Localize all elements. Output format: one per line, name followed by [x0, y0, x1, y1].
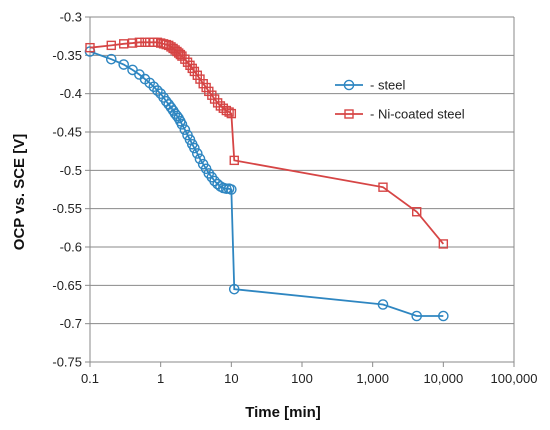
- data-point: [189, 142, 200, 154]
- y-tick-label: -0.7: [60, 316, 82, 331]
- y-tick-label: -0.3: [60, 10, 82, 25]
- y-tick-labels: -0.3 -0.35 -0.4 -0.45 -0.5 -0.55 -0.6 -0.65 -0.7…: [52, 10, 90, 370]
- data-point: [179, 124, 191, 135]
- data-point: [180, 54, 190, 64]
- series-steel: [84, 46, 449, 322]
- legend-marker: [343, 79, 355, 91]
- data-point: [438, 310, 449, 322]
- data-point: [134, 37, 145, 47]
- x-tick-label: 10: [224, 371, 238, 386]
- legend-item: - Ni-coated steel: [335, 107, 465, 122]
- data-point: [118, 59, 130, 70]
- x-tick-label: 100,000: [491, 371, 538, 386]
- data-point: [152, 37, 163, 47]
- data-point: [177, 51, 187, 61]
- data-point: [209, 175, 220, 187]
- data-point: [377, 299, 389, 310]
- data-point: [174, 48, 184, 58]
- data-point: [212, 98, 223, 108]
- data-point: [167, 105, 179, 116]
- x-tick-labels: 0.1 1 10 100 1,000 10,000 100,000: [81, 362, 538, 386]
- series-ni-coated-steel: [85, 37, 449, 249]
- x-tick-label: 100: [291, 371, 313, 386]
- data-point: [171, 110, 183, 122]
- data-point: [140, 37, 150, 47]
- data-point: [152, 85, 163, 96]
- data-point: [192, 148, 203, 159]
- y-tick-label: -0.4: [60, 86, 82, 101]
- x-axis-title: Time [min]: [245, 404, 321, 421]
- data-point: [224, 107, 234, 117]
- data-point: [85, 42, 95, 53]
- data-point: [226, 184, 237, 195]
- y-tick-label: -0.75: [52, 355, 82, 370]
- y-tick-label: -0.65: [52, 278, 82, 293]
- y-tick-label: -0.35: [52, 48, 82, 63]
- y-tick-label: -0.6: [60, 240, 82, 255]
- x-tick-label: 10,000: [423, 371, 463, 386]
- legend-marker: [344, 109, 354, 119]
- data-point: [182, 57, 193, 67]
- data-point: [221, 183, 232, 195]
- data-point: [176, 119, 188, 130]
- data-point: [127, 38, 138, 48]
- data-point: [412, 207, 422, 217]
- data-point: [438, 239, 449, 249]
- legend: - steel - Ni-coated steel: [335, 78, 465, 122]
- data-point: [378, 182, 388, 192]
- legend-label: - steel: [370, 78, 406, 93]
- data-point: [105, 53, 117, 65]
- data-point: [221, 105, 232, 116]
- legend-label: - Ni-coated steel: [370, 107, 465, 122]
- data-point: [229, 155, 239, 166]
- x-tick-label: 0.1: [81, 371, 99, 386]
- y-tick-label: -0.55: [52, 201, 82, 216]
- data-point: [226, 108, 237, 119]
- y-axis-title: OCP vs. SCE [V]: [11, 134, 28, 250]
- y-tick-label: -0.45: [52, 125, 82, 140]
- series-layer: [84, 37, 449, 322]
- data-point: [228, 283, 240, 295]
- x-tick-label: 1: [157, 371, 164, 386]
- data-point: [411, 310, 423, 322]
- data-point: [194, 153, 206, 165]
- legend-item: - steel: [335, 78, 406, 93]
- y-tick-label: -0.5: [60, 163, 82, 178]
- data-point: [106, 40, 116, 51]
- data-point: [187, 63, 197, 74]
- x-tick-label: 1,000: [356, 371, 389, 386]
- data-point: [119, 39, 129, 49]
